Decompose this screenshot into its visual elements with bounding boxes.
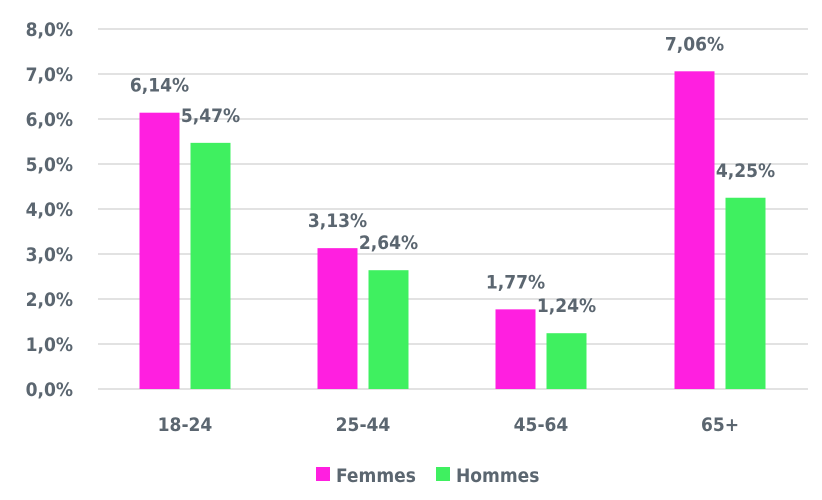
y-tick-label: 4,0% xyxy=(26,199,73,221)
legend: Femmes Hommes xyxy=(316,465,539,487)
y-tick-label: 5,0% xyxy=(26,154,73,176)
y-tick-label: 8,0% xyxy=(26,19,73,41)
legend-swatch xyxy=(316,467,330,481)
bar-femmes-65+ xyxy=(674,71,715,390)
x-tick-label: 65+ xyxy=(701,414,739,436)
data-label: 2,64% xyxy=(359,232,418,254)
bar-hommes-25-44 xyxy=(368,270,409,389)
legend-label: Femmes xyxy=(336,465,416,487)
data-label: 1,24% xyxy=(537,295,596,317)
bar-femmes-18-24 xyxy=(139,112,180,389)
y-tick-label: 3,0% xyxy=(26,244,73,266)
bar-hommes-18-24 xyxy=(190,142,231,389)
legend-swatch xyxy=(436,467,450,481)
bar-femmes-45-64 xyxy=(495,309,536,389)
bars xyxy=(139,71,766,390)
y-tick-label: 0,0% xyxy=(26,379,73,401)
x-tick-label: 45-64 xyxy=(514,414,569,436)
bar-hommes-65+ xyxy=(725,197,766,389)
y-tick-label: 6,0% xyxy=(26,109,73,131)
y-axis: 0,0% 1,0% 2,0% 3,0% 4,0% 5,0% 6,0% 7,0% 8,0% xyxy=(26,19,73,401)
y-tick-label: 2,0% xyxy=(26,289,73,311)
x-tick-label: 25-44 xyxy=(336,414,391,436)
y-tick-label: 1,0% xyxy=(26,334,73,356)
data-label: 5,47% xyxy=(181,105,240,127)
data-label: 4,25% xyxy=(716,160,775,182)
data-label: 1,77% xyxy=(486,271,545,293)
bar-femmes-25-44 xyxy=(317,248,358,389)
data-label: 6,14% xyxy=(130,75,189,97)
x-axis: 18-24 25-44 45-64 65+ xyxy=(158,414,739,436)
data-label: 7,06% xyxy=(665,33,724,55)
x-tick-label: 18-24 xyxy=(158,414,213,436)
bar-hommes-45-64 xyxy=(546,333,587,389)
legend-label: Hommes xyxy=(456,465,539,487)
y-tick-label: 7,0% xyxy=(26,64,73,86)
data-label: 3,13% xyxy=(308,210,367,232)
data-labels: 6,14% 5,47% 3,13%2,64% 1,77%1,24% 7,06% 4,25% xyxy=(130,33,775,317)
